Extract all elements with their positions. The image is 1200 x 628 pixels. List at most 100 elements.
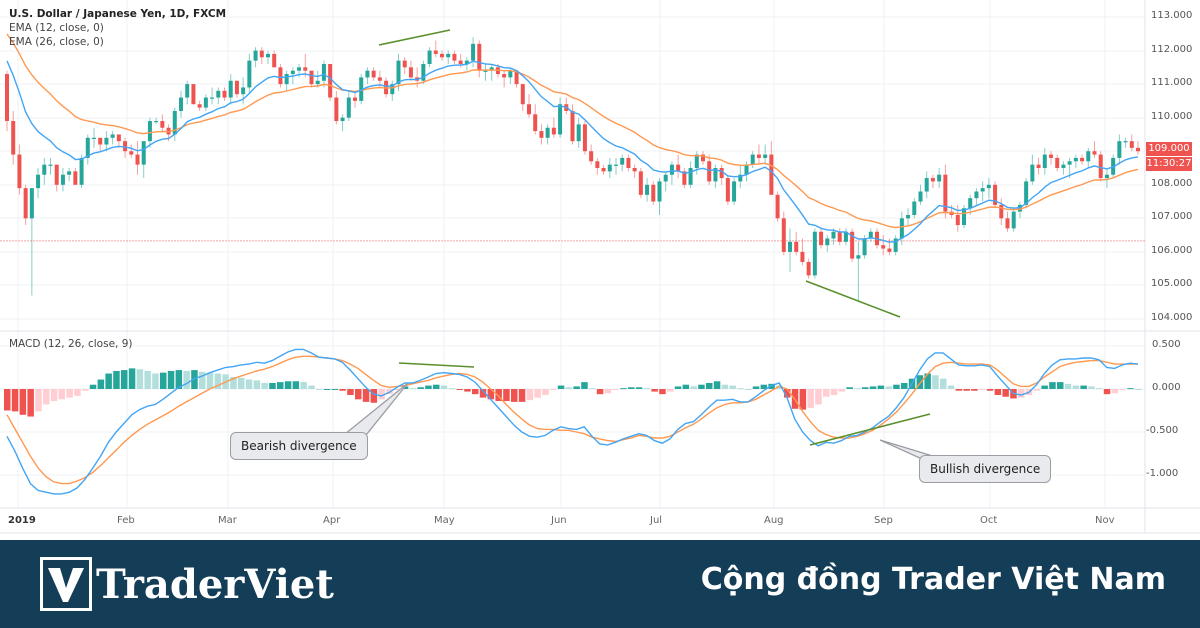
- macd-histogram-bar: [667, 389, 674, 392]
- macd-histogram-bar: [284, 381, 292, 389]
- macd-histogram-bar: [581, 382, 588, 389]
- candle-body: [427, 50, 432, 64]
- macd-histogram-bar: [682, 384, 690, 389]
- traderviet-logo[interactable]: TraderViet: [40, 553, 334, 615]
- candle-body: [228, 80, 233, 98]
- macd-histogram-bar: [986, 389, 994, 391]
- candle-body: [1055, 157, 1060, 168]
- macd-histogram-bar: [503, 389, 510, 402]
- candle-body: [999, 204, 1004, 219]
- macd-histogram-bar: [542, 389, 549, 396]
- candle-body: [17, 154, 22, 189]
- candle-body: [688, 168, 693, 185]
- macd-histogram-bar: [206, 372, 214, 389]
- macd-histogram-bar: [932, 375, 939, 389]
- v-logo-icon: [40, 557, 92, 611]
- macd-histogram-bar: [901, 382, 908, 389]
- candle-body: [36, 174, 41, 189]
- candle-body: [738, 174, 743, 182]
- brand-name: TraderViet: [96, 560, 334, 608]
- candle-body: [719, 168, 724, 179]
- price-tick-label: 107.000: [1151, 211, 1193, 222]
- macd-histogram-bar: [230, 376, 237, 389]
- candle-body: [850, 231, 855, 259]
- macd-histogram-bar: [550, 389, 557, 390]
- candle-body: [203, 97, 208, 108]
- price-tick-label: 104.000: [1151, 312, 1193, 323]
- macd-histogram-bar: [253, 380, 261, 389]
- candle-body: [191, 84, 196, 105]
- candle-body: [508, 70, 513, 78]
- macd-histogram-bar: [612, 389, 619, 390]
- time-tick-label: Nov: [1095, 515, 1115, 526]
- macd-tick-label: -0.500: [1146, 425, 1179, 436]
- macd-histogram-bar: [323, 389, 331, 390]
- macd-histogram-bar: [511, 389, 518, 402]
- candle-body: [483, 70, 488, 72]
- candle-body: [545, 127, 550, 138]
- macd-histogram-bar: [456, 389, 463, 390]
- candle-body: [968, 198, 973, 209]
- candle-body: [1123, 141, 1128, 143]
- candle-body: [440, 53, 444, 58]
- macd-histogram-bar: [394, 389, 401, 390]
- candle-body: [962, 208, 966, 226]
- candle-body: [216, 90, 221, 98]
- macd-histogram-bar: [760, 384, 768, 389]
- macd-histogram-bar: [846, 387, 853, 389]
- ema-12-line: [6, 60, 1139, 243]
- candle-body: [73, 171, 78, 185]
- macd-histogram-bar: [362, 389, 370, 402]
- tradingview-chart[interactable]: U.S. Dollar / Japanese Yen, 1D, FXCM EMA…: [0, 0, 1200, 540]
- candle-body: [67, 171, 72, 175]
- candle-body: [477, 43, 482, 71]
- candle-body: [856, 255, 861, 259]
- candle-body: [259, 50, 264, 58]
- candle-body: [135, 154, 140, 165]
- candle-body: [179, 97, 183, 111]
- macd-histogram-bar: [604, 389, 612, 394]
- candle-body: [993, 184, 998, 205]
- candle-body: [725, 178, 730, 202]
- macd-histogram-bar: [706, 382, 713, 389]
- macd-histogram-bar: [1127, 388, 1134, 390]
- candle-body: [92, 137, 96, 139]
- countdown-badge: 11:30:27: [1146, 157, 1192, 171]
- macd-histogram-bar: [1088, 386, 1095, 389]
- candle-body: [582, 124, 587, 152]
- candle-body: [595, 161, 600, 168]
- macd-histogram-bar: [331, 389, 339, 390]
- bullish-price-trendline: [805, 280, 901, 318]
- time-tick-label: Apr: [323, 515, 341, 526]
- macd-histogram-bar: [924, 373, 931, 389]
- macd-histogram-bar: [713, 381, 721, 389]
- macd-histogram-bar: [113, 370, 120, 389]
- macd-histogram-bar: [97, 379, 105, 389]
- candle-body: [601, 168, 606, 172]
- ema-26-line: [6, 33, 1139, 229]
- macd-histogram-bar: [573, 386, 580, 389]
- macd-line: [6, 348, 1139, 495]
- candle-body: [54, 164, 59, 185]
- macd-histogram-bar: [784, 389, 791, 398]
- macd-histogram-bar: [27, 389, 34, 417]
- time-tick-label: Jul: [650, 515, 663, 526]
- macd-tick-label: 0.000: [1152, 382, 1181, 393]
- macd-histogram-bar: [214, 373, 222, 389]
- candle-body: [893, 238, 898, 252]
- chart-canvas[interactable]: [0, 0, 1200, 540]
- candle-body: [1011, 211, 1016, 229]
- time-tick-label: Jun: [551, 515, 567, 526]
- candle-body: [458, 60, 463, 64]
- candle-body: [756, 154, 761, 158]
- candle-body: [421, 63, 426, 81]
- macd-histogram-bar: [82, 389, 89, 391]
- macd-histogram-bar: [167, 370, 175, 389]
- candle-body: [365, 70, 370, 78]
- macd-histogram-bar: [89, 384, 97, 389]
- macd-histogram-bar: [659, 389, 666, 395]
- macd-histogram-bar: [183, 370, 190, 389]
- candle-body: [626, 157, 631, 168]
- price-tick-label: 106.000: [1151, 245, 1193, 256]
- macd-histogram-bar: [292, 381, 300, 389]
